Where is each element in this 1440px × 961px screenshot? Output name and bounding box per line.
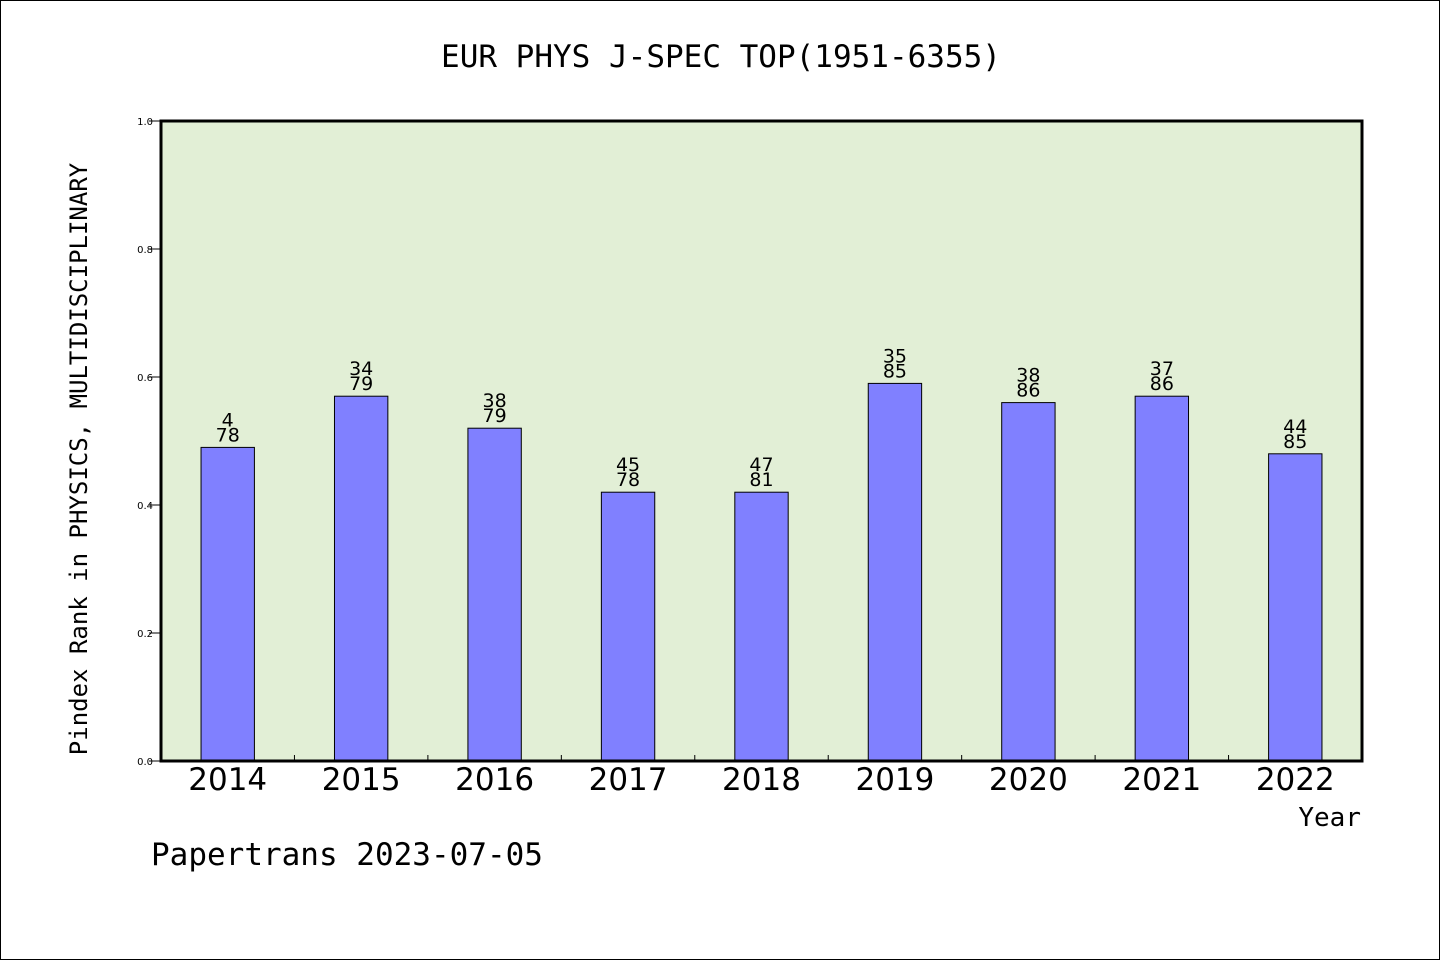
bar-2014 [200, 446, 255, 762]
bar-2015 [333, 395, 389, 762]
y-tick-label: 1.0 [137, 117, 153, 128]
total-label-2018: 81 [749, 469, 773, 491]
rank-label-2015: 34 [349, 358, 373, 380]
rank-label-2019: 35 [883, 345, 907, 367]
bar-2019 [867, 382, 923, 762]
y-tick-label: 0.8 [137, 245, 153, 256]
footer-credit: Papertrans 2023-07-05 [151, 837, 543, 873]
rank-label-2022: 44 [1283, 416, 1307, 438]
bar-2020 [1001, 402, 1056, 762]
x-tick-label-2022: 2022 [1256, 762, 1335, 798]
bar-2021 [1134, 395, 1190, 762]
plot-border [159, 119, 1364, 763]
x-tick-label-2020: 2020 [989, 762, 1068, 798]
rank-label-2018: 47 [749, 454, 773, 476]
y-axis-label: Pindex Rank in PHYSICS, MULTIDISCIPLINAR… [65, 162, 93, 755]
bar-2016 [467, 427, 522, 762]
x-tick-label-2015: 2015 [322, 762, 401, 798]
rank-label-2014: 4 [222, 409, 234, 431]
x-tick-label-2018: 2018 [722, 762, 801, 798]
rank-label-2021: 37 [1150, 358, 1174, 380]
total-label-2014: 78 [216, 424, 240, 446]
x-tick-label-2016: 2016 [455, 762, 534, 798]
x-axis-label: Year [1298, 803, 1361, 833]
rank-label-2016: 38 [483, 390, 507, 412]
x-tick-label-2021: 2021 [1122, 762, 1201, 798]
x-tick-label-2014: 2014 [188, 762, 267, 798]
ticks-layer: 2014 2015 2016 2017 2018 2019 2020 2021 2022 0.0 0… [137, 117, 1335, 798]
total-label-2022: 85 [1283, 431, 1307, 453]
bar-2018 [734, 491, 789, 762]
y-tick-label: 0.4 [137, 501, 153, 512]
bar-2017 [600, 491, 656, 762]
total-label-2017: 78 [616, 469, 640, 491]
x-tick-label-2017: 2017 [589, 762, 668, 798]
total-label-2020: 86 [1016, 380, 1040, 402]
x-tick-label-2019: 2019 [855, 762, 934, 798]
y-tick-label: 0.0 [137, 757, 153, 768]
bar-2022 [1268, 453, 1323, 762]
total-label-2016: 79 [483, 405, 507, 427]
total-label-2021: 86 [1150, 373, 1174, 395]
rank-label-2020: 38 [1016, 365, 1040, 387]
rank-label-2017: 45 [616, 454, 640, 476]
total-label-2019: 85 [883, 360, 907, 382]
y-tick-label: 0.2 [137, 629, 153, 640]
y-tick-label: 0.6 [137, 373, 153, 384]
chart-title: EUR PHYS J-SPEC TOP(1951-6355) [441, 39, 1001, 75]
total-label-2015: 79 [349, 373, 373, 395]
